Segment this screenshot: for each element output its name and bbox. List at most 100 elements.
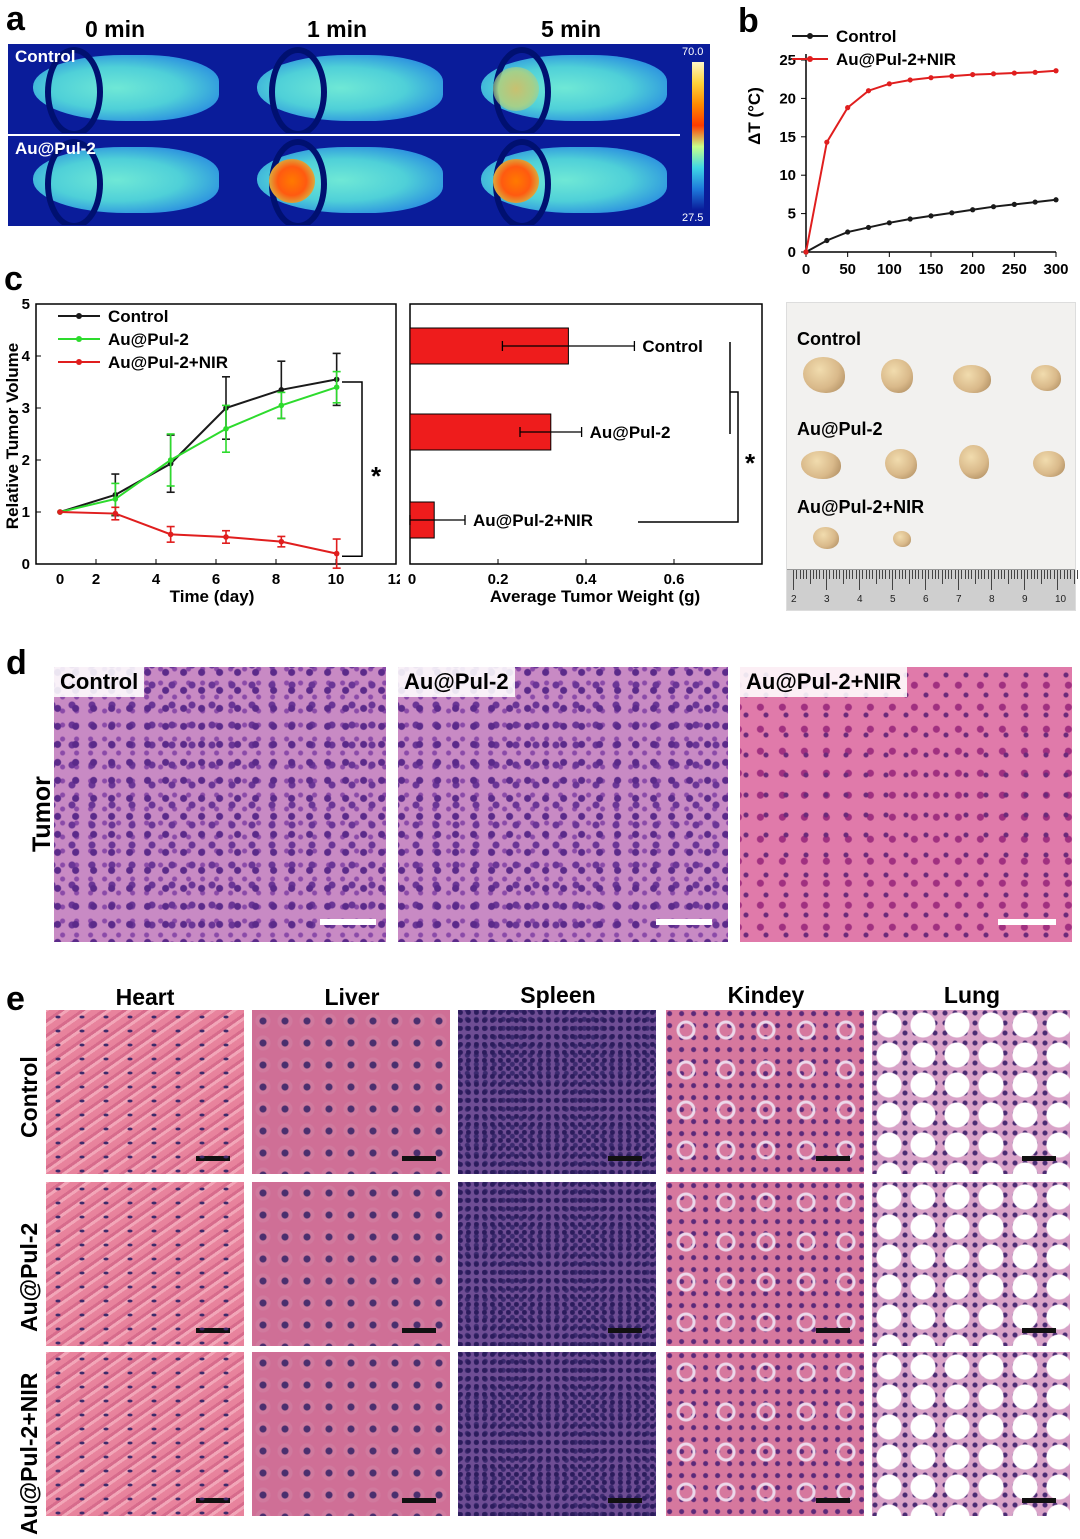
- ruler-tick: [1060, 570, 1062, 579]
- legend-marker: [76, 336, 82, 342]
- data-point: [167, 457, 174, 463]
- photo-label-aupul2: Au@Pul-2: [797, 419, 883, 439]
- ruler-tick: [931, 570, 933, 579]
- ruler-tick: [977, 570, 979, 579]
- scale-bar: [608, 1328, 642, 1333]
- scale-bar: [196, 1156, 230, 1161]
- restraint-ring: [45, 139, 103, 225]
- ruler-number: 8: [989, 594, 995, 605]
- histology-kidney-row1: [666, 1182, 864, 1346]
- ruler-tick: [1063, 570, 1065, 579]
- ruler-tick: [958, 570, 959, 590]
- y-tick-label: 25: [779, 52, 796, 69]
- ruler-number: 2: [791, 594, 797, 605]
- ruler-tick: [901, 570, 903, 579]
- ruler-tick: [819, 570, 821, 579]
- x-tick-label: 0: [408, 571, 416, 588]
- ruler-tick: [852, 570, 854, 579]
- x-tick-label: 6: [212, 571, 220, 588]
- tumor-hotspot: [493, 159, 539, 203]
- col-label-kidney: Kindey: [727, 982, 805, 1008]
- tumor-sample: [953, 365, 991, 393]
- y-tick-label: 0: [22, 556, 30, 573]
- ruler-tick: [832, 570, 834, 579]
- row-label-control: Control: [16, 1056, 42, 1138]
- restraint-ring: [269, 47, 327, 133]
- thermal-image-r0-c2: [456, 44, 680, 134]
- data-point: [1053, 68, 1059, 74]
- histology-heart-row2: [46, 1352, 244, 1516]
- significance-bracket: [342, 381, 363, 557]
- ruler-tick: [1037, 570, 1039, 579]
- scale-bar: [998, 919, 1056, 925]
- x-tick-label: 2: [92, 571, 100, 588]
- scale-bar: [402, 1498, 436, 1503]
- thermal-image-r1-c0: Au@Pul-2: [8, 136, 232, 226]
- y-tick-label: 2: [22, 452, 30, 469]
- y-tick-label: 1: [22, 504, 30, 521]
- data-point: [928, 213, 934, 219]
- ruler-tick: [878, 570, 880, 579]
- histology-kidney-row2: [666, 1352, 864, 1516]
- scale-bar: [1022, 1328, 1056, 1333]
- ruler-tick: [885, 570, 887, 579]
- data-point: [333, 550, 340, 557]
- x-tick-label: 200: [960, 261, 985, 278]
- histology-liver-row1: [252, 1182, 450, 1346]
- ruler-tick: [875, 570, 877, 584]
- data-point: [824, 139, 830, 145]
- ruler-tick: [1076, 570, 1078, 579]
- scale-bar: [816, 1156, 850, 1161]
- data-point: [223, 534, 229, 540]
- ruler-tick: [951, 570, 953, 579]
- x-axis-label: Average Tumor Weight (g): [490, 587, 700, 606]
- data-point: [907, 77, 913, 83]
- ruler-tick: [925, 570, 926, 590]
- ruler-number: 9: [1022, 594, 1028, 605]
- histology-kidney-row0: [666, 1010, 864, 1174]
- ruler-tick: [984, 570, 986, 579]
- ruler-tick: [898, 570, 900, 579]
- legend-marker: [76, 313, 82, 319]
- ruler-tick: [971, 570, 973, 579]
- histology-tumor-aupul2: Au@Pul-2: [398, 667, 728, 942]
- chart-c-tumor-volume: 024681012012345Time (day)Relative Tumor …: [3, 296, 400, 606]
- data-point: [112, 510, 119, 517]
- histology-heart-row1: [46, 1182, 244, 1346]
- data-point: [990, 204, 997, 210]
- histology-spleen-row0: [458, 1010, 656, 1174]
- legend-label: Au@Pul-2+NIR: [108, 353, 228, 372]
- ruler-tick: [859, 570, 860, 590]
- histology-lung-row0: [872, 1010, 1070, 1174]
- thermal-row-label: Control: [15, 47, 76, 66]
- ruler-tick: [812, 570, 814, 579]
- y-tick-label: 0: [788, 244, 796, 261]
- y-tick-label: 3: [22, 400, 30, 417]
- ruler-tick: [1004, 570, 1006, 579]
- scale-bar: [608, 1498, 642, 1503]
- bar-label: Au@Pul-2+NIR: [473, 511, 593, 530]
- ruler-tick: [911, 570, 913, 579]
- bar-label: Au@Pul-2: [590, 423, 671, 442]
- col-label-spleen: Spleen: [520, 982, 596, 1008]
- ruler-tick: [934, 570, 936, 579]
- ruler-number: 5: [890, 594, 896, 605]
- ruler-tick: [1047, 570, 1049, 579]
- ruler-tick: [1066, 570, 1068, 579]
- data-point: [949, 73, 955, 79]
- legend-label: Au@Pul-2+NIR: [836, 50, 956, 69]
- histology-spleen-row2: [458, 1352, 656, 1516]
- ruler-tick: [921, 570, 923, 579]
- panel-label-a: a: [6, 0, 25, 38]
- y-tick-label: 5: [22, 296, 30, 313]
- ruler-number: 3: [824, 594, 830, 605]
- data-point: [223, 426, 229, 432]
- thermal-image-r1-c2: [456, 136, 680, 226]
- data-point: [803, 249, 809, 255]
- data-point: [928, 75, 934, 81]
- ruler-tick: [882, 570, 884, 579]
- data-point: [1032, 69, 1038, 75]
- excised-tumor-photo: Control Au@Pul-2 Au@Pul-2+NIR 2 3 4 5 6 7 8 9 10: [786, 302, 1078, 611]
- time-label-2: 5 min: [540, 16, 602, 42]
